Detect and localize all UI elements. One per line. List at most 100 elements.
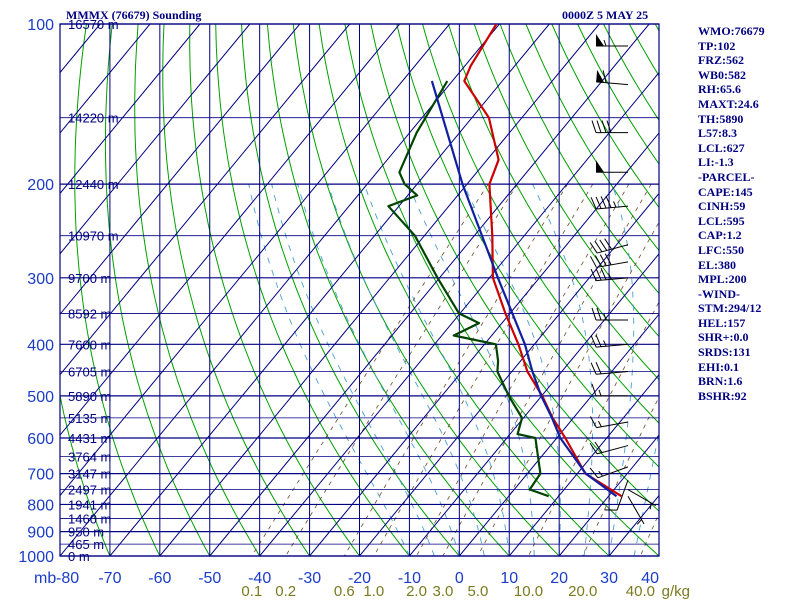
- temperature-tick-label: 0: [455, 570, 464, 587]
- wind-barbs: [589, 34, 656, 525]
- height-label: 10970 m: [68, 229, 119, 244]
- panel-line: WMO:76679: [698, 24, 765, 38]
- dry-adiabat: [104, 24, 211, 556]
- mixing-ratio-label: 40.0: [626, 583, 655, 600]
- panel-line: TH:5890: [698, 111, 744, 126]
- panel-line: CAP:1.2: [698, 228, 742, 243]
- dry-adiabat: [266, 24, 510, 556]
- isotherm: [60, 24, 151, 134]
- wind-barb-feather: [594, 441, 603, 453]
- wind-barb-feather: [590, 335, 597, 348]
- dry-adiabat: [785, 24, 800, 556]
- panel-line: CAPE:145: [698, 184, 753, 199]
- wind-barb-staff: [627, 489, 656, 506]
- moist-adiabat: [248, 184, 410, 556]
- panel-line: LCL:627: [698, 140, 745, 155]
- pressure-tick-label: 600: [27, 431, 54, 448]
- wind-barb: [627, 495, 645, 525]
- wind-barb-half-feather: [608, 273, 612, 280]
- panel-line: CINH:59: [698, 199, 746, 214]
- temperature-tick-label: -50: [198, 570, 221, 587]
- moist-adiabat: [633, 429, 659, 556]
- mixing-ratio-label: 2.0: [406, 583, 427, 600]
- wind-barb-feather: [590, 416, 597, 428]
- wind-barb-feather: [590, 362, 597, 375]
- wind-barb-staff: [596, 421, 629, 429]
- panel-line: BSHR:92: [698, 388, 747, 403]
- wind-barb-feather: [595, 268, 602, 281]
- moist-adiabat: [327, 183, 485, 556]
- dry-adiabat: [134, 24, 261, 556]
- height-label: 3147 m: [68, 467, 111, 482]
- wind-barb-half-feather: [603, 313, 607, 321]
- pressure-tick-label: 800: [27, 497, 54, 514]
- mixing-ratio-label: 1.0: [363, 583, 384, 600]
- wind-barb-staff: [627, 495, 645, 525]
- wind-barb: [596, 69, 629, 86]
- chart-title: MMMX (76679) Sounding: [66, 8, 202, 22]
- wind-barb: [589, 466, 629, 479]
- wind-barb-feather: [591, 307, 597, 321]
- wind-barb-feather: [590, 197, 597, 210]
- height-label: 16570 m: [68, 17, 119, 32]
- isotherm: [109, 24, 550, 556]
- temperature-tick-label: -40: [248, 570, 271, 587]
- temperature-tick-label: 30: [600, 570, 618, 587]
- mixing-ratio-label: 0.6: [334, 583, 355, 600]
- pressure-tick-label: 500: [27, 389, 54, 406]
- isotherm: [159, 24, 600, 556]
- temperature-tick-label: -20: [348, 570, 371, 587]
- wind-barb-staff: [616, 479, 629, 511]
- panel-line: LFC:550: [698, 242, 744, 257]
- wind-barb-feather: [590, 268, 597, 281]
- dry-adiabat: [759, 24, 800, 556]
- wind-barb-pennant: [596, 69, 605, 83]
- mixing-ratio-line: [442, 183, 652, 556]
- wind-barb-half-feather: [598, 389, 602, 397]
- wind-barb-feather: [589, 242, 598, 254]
- isotherm: [60, 24, 450, 497]
- wind-barb-feather: [591, 383, 597, 397]
- temperature-tick-label: 20: [550, 570, 568, 587]
- panel-line: SHR+:0.0: [698, 330, 749, 345]
- isotherm: [60, 24, 201, 195]
- wind-barb-feather: [594, 240, 603, 253]
- pressure-tick-label: 300: [27, 271, 54, 288]
- wind-barb-staff: [596, 277, 629, 282]
- wind-barb-pennant: [596, 34, 604, 47]
- temperature-tick-label: -30: [298, 570, 321, 587]
- wind-barb-feather: [590, 256, 597, 268]
- wind-barb: [590, 334, 629, 348]
- height-label: 14220 m: [68, 111, 119, 126]
- panel-line: LCL:595: [698, 213, 745, 228]
- dry-adiabat: [162, 24, 311, 556]
- panel-line: RH:65.6: [698, 82, 741, 97]
- mixing-ratio-label: 0.2: [275, 583, 296, 600]
- panel-line: MAXT:24.6: [698, 96, 759, 111]
- isotherm: [60, 24, 351, 376]
- wind-barb: [589, 441, 629, 455]
- mixing-ratio-label: 0.1: [241, 583, 262, 600]
- panel-line: -WIND-: [698, 286, 740, 301]
- temperature-tick-label: -80: [56, 570, 79, 587]
- panel-line: STM:294/12: [698, 301, 762, 316]
- wind-barb-half-feather: [636, 519, 642, 525]
- panel-line: SRDS:131: [698, 345, 751, 360]
- panel-line: FRZ:562: [698, 53, 744, 68]
- height-label: 12440 m: [68, 177, 119, 192]
- wind-barb: [590, 416, 629, 429]
- mixing-ratio-label: 3.0: [433, 583, 454, 600]
- isotherm: [60, 24, 251, 255]
- panel-line: LI:-1.3: [698, 155, 734, 170]
- height-label: 9700 m: [68, 271, 111, 286]
- isotherm: [309, 132, 659, 556]
- panel-line: EHI:0.1: [698, 359, 740, 374]
- wind-barb-feather: [589, 467, 599, 479]
- wind-barb-half-feather: [649, 502, 652, 510]
- wind-barb-half-feather: [603, 39, 607, 47]
- wind-barb: [596, 160, 628, 173]
- wind-barb-feather: [599, 254, 607, 266]
- mixing-ratio-line: [343, 183, 568, 556]
- mixing-ratio-label: 20.0: [568, 583, 597, 600]
